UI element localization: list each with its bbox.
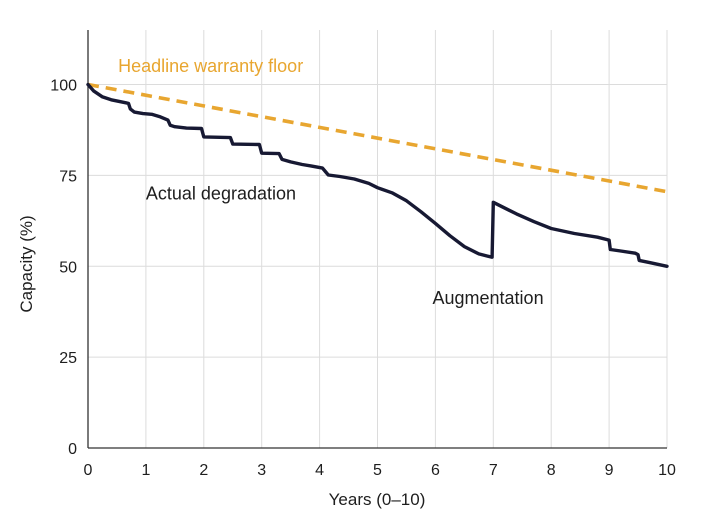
annotation-label: Headline warranty floor	[118, 56, 303, 76]
x-tick-label: 6	[431, 462, 440, 479]
warranty-floor-line	[87, 82, 668, 194]
x-tick-label: 0	[84, 462, 93, 479]
x-tick-label: 10	[658, 462, 676, 479]
y-tick-label: 50	[59, 259, 77, 276]
axes	[87, 30, 667, 449]
series-group	[86, 82, 669, 268]
annotations: Headline warranty floor Actual degradatio…	[118, 56, 543, 308]
x-axis-title: Years (0–10)	[329, 490, 426, 509]
x-tick-label: 7	[489, 462, 498, 479]
y-tick-label: 75	[59, 168, 77, 185]
x-tick-label: 9	[605, 462, 614, 479]
x-tick-label: 2	[199, 462, 208, 479]
x-tick-label: 3	[257, 462, 266, 479]
y-tick-labels: 0 25 50 75 100	[50, 78, 77, 458]
annotation-label: Augmentation	[433, 288, 544, 308]
x-tick-label: 8	[547, 462, 556, 479]
y-tick-label: 100	[50, 78, 77, 95]
actual-degradation-line	[86, 82, 669, 268]
x-tick-labels: 0 1 2 3 4 5 6 7 8 9 10	[84, 462, 676, 479]
y-tick-label: 0	[68, 441, 77, 458]
x-tick-label: 5	[373, 462, 382, 479]
x-tick-label: 1	[141, 462, 150, 479]
y-tick-label: 25	[59, 350, 77, 367]
y-axis-title: Capacity (%)	[17, 215, 36, 312]
annotation-label: Actual degradation	[146, 183, 296, 203]
x-tick-label: 4	[315, 462, 324, 479]
